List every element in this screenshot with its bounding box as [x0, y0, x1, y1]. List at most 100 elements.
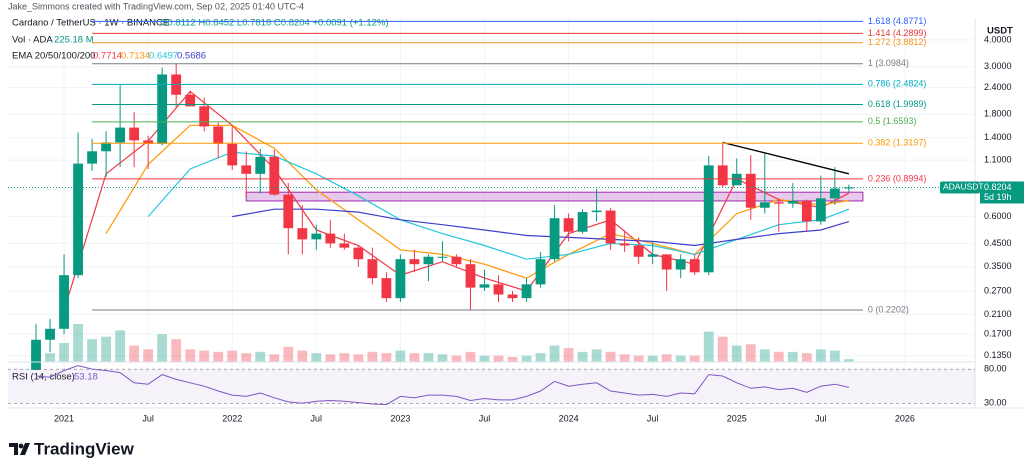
rsi-value: 53.18: [74, 372, 98, 383]
candle-body: [87, 151, 97, 164]
candle-body: [843, 187, 854, 189]
volume-bar: [787, 351, 798, 362]
volume-bar: [703, 331, 714, 362]
y-tick-label: 0.4500: [984, 238, 1012, 248]
candle-body: [297, 228, 308, 240]
volume-bar: [325, 354, 336, 362]
volume-bar: [269, 354, 280, 362]
y-tick-label: 1.4000: [984, 132, 1012, 142]
fib-label: 1 (3.0984): [868, 58, 909, 68]
candle-body: [829, 188, 840, 199]
volume-bar: [45, 353, 55, 362]
x-tick-label: 2022: [222, 413, 242, 423]
candle-body: [31, 339, 41, 370]
ema-value: 0.5686: [177, 51, 206, 62]
volume-bar: [143, 349, 154, 362]
x-tick-label: 2021: [54, 413, 74, 423]
candle-body: [185, 94, 196, 107]
volume-bar: [661, 354, 672, 362]
volume-bar: [437, 354, 448, 362]
candle-body: [801, 200, 812, 222]
volume-bar: [115, 330, 126, 362]
volume-bar: [731, 345, 742, 362]
ema-line: [232, 208, 850, 247]
candle-body: [115, 127, 126, 143]
ema-line: [63, 90, 850, 311]
volume-bar: [451, 355, 462, 362]
fib-label: 1.618 (4.8771): [868, 16, 927, 26]
rsi-tick-label: 80.00: [984, 364, 1007, 374]
candle-body: [367, 259, 378, 279]
volume-bar: [367, 351, 378, 362]
volume-bar: [73, 324, 83, 362]
candle-body: [227, 143, 238, 166]
y-tick-label: 0.2100: [984, 309, 1012, 319]
candle-body: [157, 74, 168, 144]
y-tick-label: 4.0000: [984, 34, 1012, 44]
candle-body: [339, 243, 350, 248]
x-tick-label: Jul: [142, 413, 154, 423]
volume-bar: [549, 345, 560, 362]
candle-body: [535, 259, 546, 285]
candle-body: [269, 156, 280, 195]
volume-value: 225.18 M: [54, 35, 94, 46]
candle-body: [101, 142, 112, 152]
x-tick-label: Jul: [647, 413, 659, 423]
volume-bar: [745, 344, 756, 362]
candle-body: [311, 233, 322, 240]
candle-body: [521, 284, 532, 299]
candle-body: [605, 210, 616, 244]
fib-label: 0.236 (0.8994): [868, 173, 927, 183]
volume-bar: [619, 354, 630, 362]
candle-body: [73, 163, 83, 276]
price-tag-value: 0.8204: [984, 182, 1012, 192]
candle-body: [675, 259, 686, 270]
price-tag-symbol-bg: [940, 181, 980, 194]
volume-bar: [605, 351, 616, 362]
candle-body: [787, 200, 798, 204]
y-tick-label: 0.6000: [984, 211, 1012, 221]
symbol: Cardano / TetherUS · 1W · BINANCE: [12, 18, 169, 29]
candle-body: [465, 264, 476, 288]
y-tick-label: 1.1000: [984, 155, 1012, 165]
y-tick-label: 0.3500: [984, 261, 1012, 271]
volume-bar: [465, 351, 476, 362]
volume-bar: [829, 350, 840, 362]
candle-body: [213, 126, 224, 144]
support-zone: [245, 191, 864, 202]
candle-body: [45, 328, 55, 340]
fib-label: 0.618 (1.9989): [868, 99, 927, 109]
plot-area: [8, 18, 975, 370]
candle-body: [619, 243, 630, 246]
volume-bar: [255, 351, 266, 362]
volume-bar: [213, 351, 224, 362]
logo-icon: [9, 443, 30, 455]
candle-body: [423, 256, 434, 265]
currency: USDT: [987, 26, 1013, 37]
volume-bar: [59, 343, 69, 362]
volume-bar: [339, 353, 350, 362]
candle-body: [563, 218, 574, 232]
candle-body: [703, 165, 714, 273]
volume-bar: [199, 350, 210, 362]
fib-label: 0.786 (2.4824): [868, 79, 927, 89]
fib-label: 0.5 (1.6593): [868, 116, 917, 126]
price-tag-symbol: ADAUSDT: [943, 182, 984, 192]
candle-body: [773, 202, 784, 204]
candle-body: [507, 294, 518, 299]
x-tick-label: 2023: [390, 413, 410, 423]
volume-bar: [409, 353, 420, 362]
candle-body: [745, 173, 756, 208]
candle-body: [689, 259, 700, 273]
candle-body: [59, 275, 69, 329]
volume-bar: [843, 359, 854, 362]
volume-bar: [297, 350, 308, 362]
volume-bar: [101, 336, 112, 362]
logo-text: TradingView: [34, 439, 135, 458]
x-tick-label: 2024: [559, 413, 579, 423]
candle-body: [437, 256, 448, 258]
candle-body: [409, 259, 420, 265]
credit: Jake_Simmons created with TradingView.co…: [8, 1, 304, 11]
